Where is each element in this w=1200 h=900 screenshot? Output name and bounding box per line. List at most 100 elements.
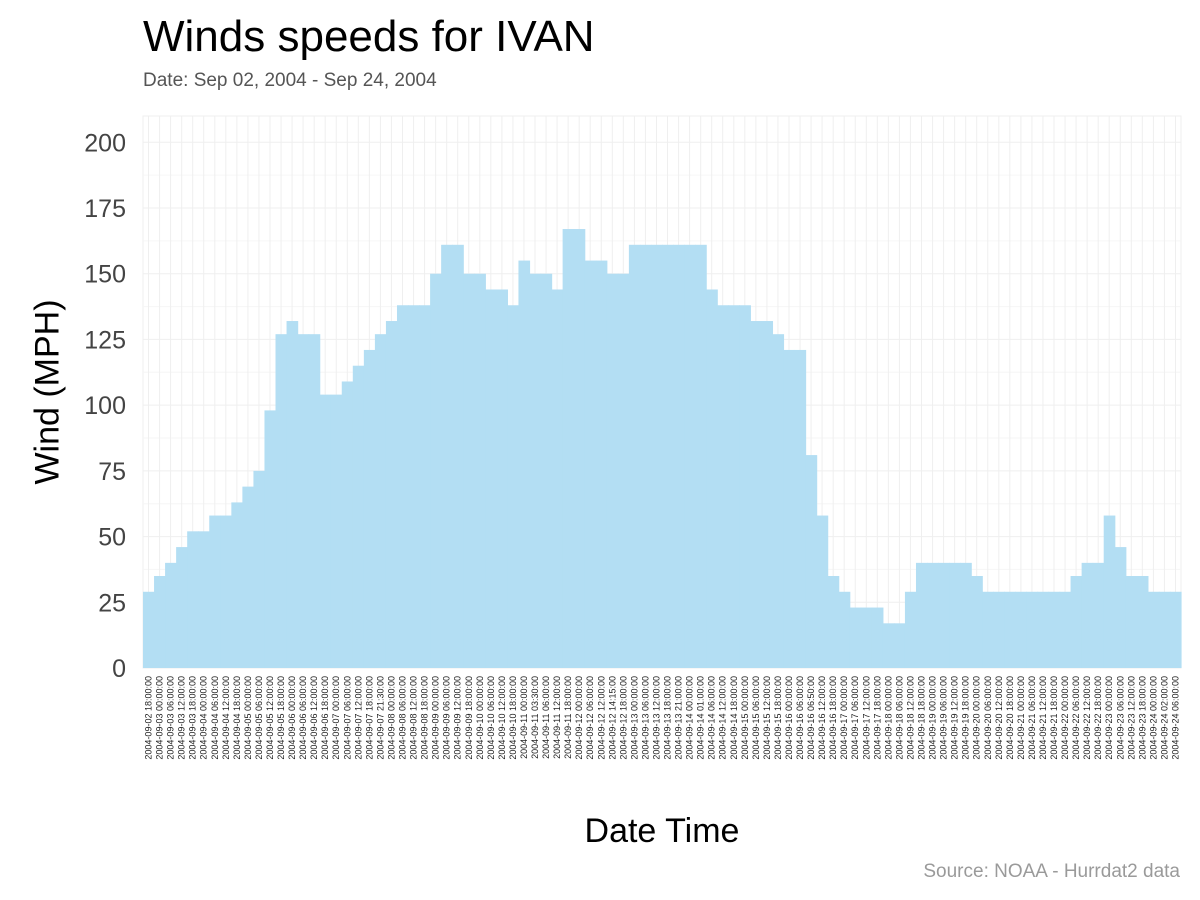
wind-bar [860,607,873,668]
wind-bar [717,305,729,668]
wind-bar [971,576,983,668]
wind-bar [275,334,288,668]
y-tick-label: 100 [84,392,126,420]
wind-bar [761,321,774,668]
wind-area-bars [143,229,1182,669]
x-tick-label: 2004-09-13 00:00:00 [629,676,639,760]
y-axis-ticks: 0 25 50 75 100 125 150 175 200 [84,129,126,683]
x-tick-label: 2004-09-20 00:00:00 [972,676,982,760]
wind-bar [154,576,166,668]
wind-bar [673,244,685,669]
x-tick-label: 2004-09-07 21:30:00 [375,676,385,760]
x-tick-label: 2004-09-18 00:00:00 [883,676,893,760]
x-tick-label: 2004-09-06 12:00:00 [309,676,319,760]
wind-bar [363,349,376,668]
x-tick-label: 2004-09-16 00:00:00 [784,676,794,760]
x-tick-label: 2004-09-11 03:30:00 [530,676,540,759]
wind-bar [286,321,299,668]
wind-bar [264,410,277,668]
x-tick-label: 2004-09-13 21:00:00 [674,676,684,760]
x-tick-label: 2004-09-08 12:00:00 [409,676,419,760]
x-axis-ticks: 2004-09-02 18:00:00 2004-09-03 00:00:00 20… [144,676,1181,760]
x-tick-label: 2004-09-10 18:00:00 [508,676,518,760]
wind-bar [396,305,409,668]
wind-bar [1004,591,1016,668]
x-tick-label: 2004-09-22 06:00:00 [1071,676,1081,760]
wind-bar [584,260,597,668]
wind-bar [938,562,950,668]
wind-bar [1114,547,1127,668]
x-tick-label: 2004-09-20 06:00:00 [983,676,993,760]
wind-bar [165,562,177,668]
x-tick-label: 2004-09-06 06:00:00 [298,676,308,760]
x-tick-label: 2004-09-11 18:00:00 [563,676,573,759]
x-tick-label: 2004-09-07 18:00:00 [364,676,374,760]
x-tick-label: 2004-09-15 06:00:00 [751,676,761,760]
y-tick-label: 0 [112,655,126,683]
x-tick-label: 2004-09-12 00:00:00 [574,676,584,760]
wind-bar [927,562,939,668]
wind-bar [507,305,520,668]
x-tick-label: 2004-09-19 06:00:00 [939,676,949,760]
x-tick-label: 2004-09-24 02:00:00 [1159,676,1169,760]
chart-subtitle: Date: Sep 02, 2004 - Sep 24, 2004 [143,70,437,91]
wind-bar [1092,562,1105,668]
wind-bar [1037,591,1050,668]
wind-bar [772,334,785,668]
wind-bar [1081,562,1094,668]
wind-bar [330,394,343,668]
wind-bar [540,273,553,668]
wind-bar [419,305,431,668]
x-tick-label: 2004-09-21 12:00:00 [1038,676,1048,760]
x-tick-label: 2004-09-10 06:00:00 [486,676,496,760]
x-tick-label: 2004-09-05 18:00:00 [276,676,286,760]
wind-bar [650,244,663,669]
x-tick-label: 2004-09-14 12:00:00 [718,676,728,760]
x-tick-label: 2004-09-10 00:00:00 [475,676,485,760]
x-tick-label: 2004-09-24 00:00:00 [1148,676,1158,760]
x-tick-label: 2004-09-21 00:00:00 [1016,676,1026,760]
wind-bar [374,334,387,668]
wind-bar [408,305,420,668]
x-tick-label: 2004-09-20 12:00:00 [994,676,1004,760]
y-tick-label: 200 [84,129,126,157]
x-tick-label: 2004-09-03 12:00:00 [177,676,187,760]
wind-bar [430,273,442,668]
wind-bar [352,365,365,668]
wind-bar [529,273,542,668]
wind-bar [474,273,486,668]
wind-bar [684,244,696,669]
x-tick-label: 2004-09-21 18:00:00 [1049,676,1059,760]
x-tick-label: 2004-09-16 06:00:00 [795,676,805,760]
x-tick-label: 2004-09-07 00:00:00 [331,676,341,760]
wind-bar [982,591,994,668]
wind-bar [441,244,453,669]
x-tick-label: 2004-09-14 01:00:00 [696,676,706,760]
x-tick-label: 2004-09-23 18:00:00 [1137,676,1147,760]
wind-bar [319,394,332,668]
wind-bar [143,591,155,668]
x-tick-label: 2004-09-23 06:00:00 [1115,676,1125,760]
x-tick-label: 2004-09-19 18:00:00 [961,676,971,760]
wind-bar [308,334,321,668]
x-tick-label: 2004-09-23 12:00:00 [1126,676,1136,760]
x-tick-label: 2004-09-13 06:00:00 [640,676,650,760]
wind-bar [573,229,586,668]
wind-bar [904,591,917,668]
x-tick-label: 2004-09-06 00:00:00 [287,676,297,760]
x-tick-label: 2004-09-12 06:00:00 [585,676,595,760]
x-tick-label: 2004-09-15 00:00:00 [740,676,750,760]
source-caption: Source: NOAA - Hurrdat2 data [923,861,1180,882]
wind-bar [728,305,740,668]
x-tick-label: 2004-09-02 18:00:00 [144,676,154,760]
wind-bar [1026,591,1039,668]
wind-bar [750,321,762,668]
x-tick-label: 2004-09-04 00:00:00 [199,676,209,760]
x-tick-label: 2004-09-17 18:00:00 [872,676,882,760]
wind-bar [960,562,972,668]
x-tick-label: 2004-09-12 12:00:00 [596,676,606,760]
wind-bar [739,305,751,668]
wind-bar [606,273,619,668]
wind-bar [1125,576,1138,668]
